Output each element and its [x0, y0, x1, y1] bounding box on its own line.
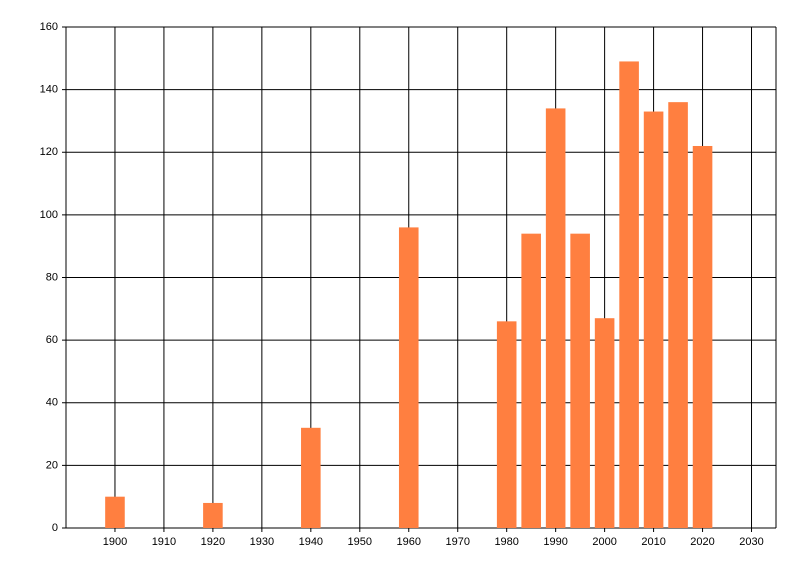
- y-tick-label: 140: [40, 84, 58, 96]
- y-tick-label: 80: [46, 271, 58, 283]
- bar: [521, 233, 541, 528]
- x-tick-label: 1970: [445, 536, 469, 548]
- y-tick-label: 60: [46, 334, 58, 346]
- x-tick-label: 2030: [739, 536, 763, 548]
- y-tick-label: 0: [52, 522, 58, 534]
- x-tick-label: 2020: [690, 536, 714, 548]
- x-tick-label: 2010: [641, 536, 665, 548]
- y-tick-label: 100: [40, 209, 58, 221]
- x-tick-label: 1960: [397, 536, 421, 548]
- y-tick-label: 20: [46, 459, 58, 471]
- x-tick-label: 1980: [494, 536, 518, 548]
- bar: [668, 102, 688, 529]
- y-tick-label: 40: [46, 397, 58, 409]
- bar: [570, 233, 590, 528]
- bar: [594, 318, 615, 528]
- y-tick-label: 160: [40, 21, 58, 33]
- bar: [301, 427, 321, 528]
- x-tick-label: 2000: [592, 536, 616, 548]
- x-tick-label: 1950: [348, 536, 372, 548]
- bar: [105, 496, 125, 528]
- x-tick-label: 1920: [201, 536, 225, 548]
- bar: [496, 321, 517, 528]
- bar: [643, 111, 664, 528]
- bar: [203, 502, 223, 528]
- x-tick-label: 1910: [152, 536, 176, 548]
- bar: [398, 227, 419, 528]
- x-tick-label: 1940: [299, 536, 323, 548]
- x-tick-label: 1930: [250, 536, 274, 548]
- x-tick-label: 1900: [103, 536, 127, 548]
- bar: [692, 145, 713, 529]
- bar: [545, 108, 566, 528]
- bar: [619, 61, 639, 528]
- y-tick-label: 120: [40, 146, 58, 158]
- x-tick-label: 1990: [543, 536, 567, 548]
